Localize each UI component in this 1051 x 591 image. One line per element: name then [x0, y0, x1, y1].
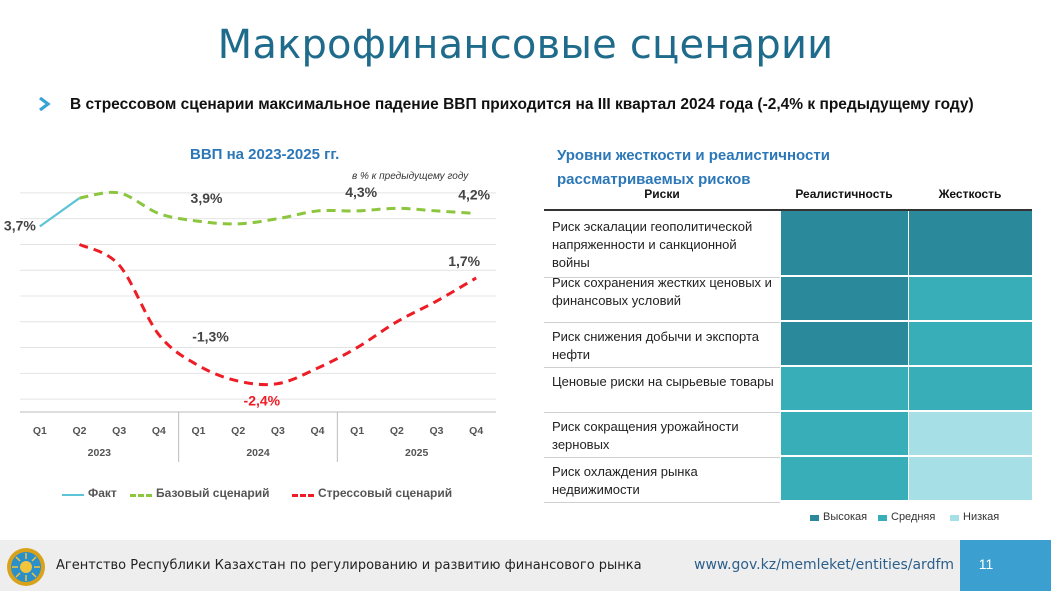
- severity-level-cell: [908, 457, 1032, 502]
- risk-name: Риск эскалации геополитической напряженн…: [552, 219, 753, 270]
- data-label: -1,3%: [192, 329, 229, 345]
- risk-name: Риск охлаждения рынка недвижимости: [552, 463, 698, 497]
- row-divider: [544, 412, 780, 413]
- risk-name: Ценовые риски на сырьевые товары: [552, 373, 774, 389]
- data-label: -2,4%: [244, 393, 281, 409]
- data-label: 4,3%: [345, 184, 377, 200]
- risk-name: Риск снижения добычи и экспорта нефти: [552, 328, 760, 362]
- row-divider: [544, 277, 780, 278]
- legend-label: Факт: [88, 486, 117, 500]
- kazakhstan-emblem-icon: [7, 548, 45, 586]
- risk-table-title: Уровни жесткости и реалистичности рассма…: [557, 147, 830, 188]
- x-tick-label: Q3: [429, 425, 443, 437]
- x-tick-label: Q4: [152, 425, 166, 437]
- x-tick-label: Q2: [390, 425, 404, 437]
- gdp-chart: 2023 2024 2025 Q1 Q2 Q3 Q4 Q1 Q2 Q3 Q4 Q1 Q2 Q3 Q4 3,7%…: [4, 184, 496, 462]
- legend-label: Базовый сценарий: [156, 486, 270, 500]
- series-stress-line: [78, 243, 477, 387]
- data-label: 4,2%: [458, 187, 490, 203]
- realism-level-cell: [780, 367, 908, 412]
- risk-level-swatch: [950, 515, 959, 521]
- severity-level-cell: [908, 412, 1032, 457]
- row-divider: [544, 457, 780, 458]
- risk-level-label: Низкая: [963, 511, 1000, 523]
- legend-swatch: [62, 494, 84, 496]
- footer-agency-name: Агентство Республики Казахстан по регули…: [56, 558, 642, 573]
- series-fact-line: [39, 197, 81, 228]
- severity-level-cell: [908, 211, 1032, 277]
- legend-swatch: [130, 494, 152, 497]
- footer-website-link[interactable]: www.gov.kz/memleket/entities/ardfm: [694, 557, 955, 573]
- realism-level-cell: [780, 457, 908, 502]
- slide-title: Макрофинансовые сценарии: [217, 22, 834, 68]
- risk-level-swatch: [878, 515, 887, 521]
- risk-level-label: Средняя: [891, 511, 936, 523]
- realism-level-cell: [780, 322, 908, 367]
- data-label: 3,9%: [191, 190, 223, 206]
- realism-level-cell: [780, 277, 908, 322]
- risk-table-header-severity: Жесткость: [938, 187, 1002, 201]
- risk-table-header-realism: Реалистичность: [795, 187, 893, 201]
- risk-table-header-risks: Риски: [644, 187, 680, 201]
- page-number: 11: [978, 556, 994, 572]
- x-tick-label: Q2: [72, 425, 86, 437]
- x-tick-label: Q1: [191, 425, 205, 437]
- x-tick-label: Q4: [310, 425, 324, 437]
- row-divider: [544, 322, 780, 323]
- row-divider: [544, 502, 780, 503]
- risk-level-swatch: [810, 515, 819, 521]
- data-label: 3,7%: [4, 217, 36, 233]
- x-tick-label: Q1: [350, 425, 364, 437]
- series-baseline-line: [79, 190, 477, 226]
- footer: Агентство Республики Казахстан по регули…: [0, 540, 1051, 591]
- legend-swatch: [292, 494, 314, 497]
- x-year-label: 2025: [405, 447, 429, 459]
- risk-table-header-divider: [544, 209, 1032, 211]
- x-year-label: 2024: [246, 447, 270, 459]
- severity-level-cell: [908, 277, 1032, 322]
- legend-label: Стрессовый сценарий: [318, 486, 453, 500]
- severity-level-cell: [908, 367, 1032, 412]
- page-number-box: 11: [960, 540, 1051, 591]
- severity-level-cell: [908, 322, 1032, 367]
- chart-subtitle: в % к предыдущему году: [352, 171, 469, 182]
- row-divider: [544, 367, 780, 368]
- chevron-right-icon: [39, 97, 51, 111]
- data-label: 1,7%: [448, 253, 480, 269]
- risk-name: Риск сокращения урожайности зерновых: [552, 418, 739, 452]
- risk-name: Риск сохранения жестких ценовых и финанс…: [552, 274, 772, 308]
- chart-title: ВВП на 2023-2025 гг.: [190, 146, 340, 163]
- realism-level-cell: [780, 412, 908, 457]
- x-year-label: 2023: [88, 447, 112, 459]
- x-tick-label: Q1: [33, 425, 47, 437]
- x-tick-label: Q3: [271, 425, 285, 437]
- risk-level-label: Высокая: [823, 511, 868, 523]
- realism-level-cell: [780, 211, 908, 277]
- headline-text: В стрессовом сценарии максимальное паден…: [70, 96, 974, 113]
- x-tick-label: Q3: [112, 425, 126, 437]
- x-tick-label: Q2: [231, 425, 245, 437]
- x-tick-label: Q4: [469, 425, 483, 437]
